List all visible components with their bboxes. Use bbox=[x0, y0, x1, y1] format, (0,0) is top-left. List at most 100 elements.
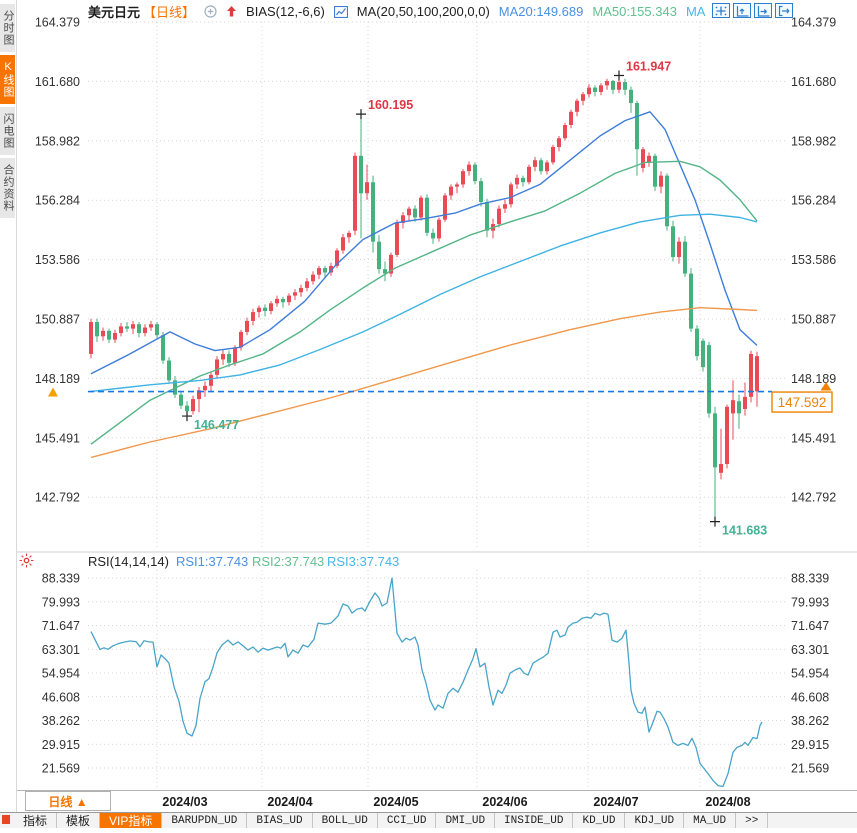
candle bbox=[455, 182, 459, 194]
rsi-tick-label: 21.569 bbox=[791, 762, 829, 776]
candle bbox=[497, 205, 501, 228]
ma200-line bbox=[90, 307, 758, 459]
x-axis-zoom-icon[interactable] bbox=[754, 3, 772, 18]
period-selector[interactable]: 日线 ▲ bbox=[25, 791, 111, 811]
candle bbox=[731, 380, 735, 440]
month-label: 2024/04 bbox=[267, 795, 312, 809]
toolbar-tab-kd-ud[interactable]: KD_UD bbox=[573, 813, 626, 828]
rsi-indicator-label[interactable]: RSI(14,14,14) bbox=[88, 554, 169, 569]
candle bbox=[407, 206, 411, 221]
toolbar-tab-more[interactable]: >> bbox=[736, 813, 769, 828]
candle bbox=[89, 318, 93, 359]
chart-tool-buttons bbox=[712, 3, 793, 18]
corner-square-icon[interactable] bbox=[2, 815, 10, 824]
pan-exit-icon[interactable] bbox=[775, 3, 793, 18]
red-sun-icon[interactable] bbox=[19, 553, 34, 573]
toolbar-tab-cci-ud[interactable]: CCI_UD bbox=[378, 813, 437, 828]
toolbar-tab-kdj-ud[interactable]: KDJ_UD bbox=[625, 813, 685, 828]
annotation-text: 160.195 bbox=[368, 98, 413, 112]
price-tick-label: 153.586 bbox=[35, 253, 80, 267]
candle bbox=[119, 323, 123, 337]
price-tick-label: 161.680 bbox=[35, 75, 80, 89]
bias-indicator-label[interactable]: BIAS(12,-6,6) bbox=[246, 4, 325, 19]
ma-indicator-label[interactable]: MA(20,50,100,200,0,0) bbox=[356, 4, 490, 19]
y-axis-zoom-icon[interactable] bbox=[733, 3, 751, 18]
month-label: 2024/08 bbox=[705, 795, 750, 809]
candle bbox=[443, 193, 447, 222]
sidebar-tab-contract-info[interactable]: 合约资料 bbox=[0, 158, 15, 218]
candle bbox=[671, 220, 675, 262]
candle bbox=[653, 153, 657, 192]
candle bbox=[737, 394, 741, 429]
left-tab-strip: 分时图 K线图 闪电图 合约资料 bbox=[0, 0, 17, 828]
grid-layer: 164.379 164.379 161.680 161.680 158.982 158.9… bbox=[35, 16, 836, 788]
candle bbox=[749, 350, 753, 403]
rsi-tick-label: 63.301 bbox=[42, 643, 80, 657]
rsi-tick-label: 46.608 bbox=[42, 690, 80, 704]
sidebar-tab-timeshare[interactable]: 分时图 bbox=[0, 4, 15, 52]
candle bbox=[647, 152, 651, 167]
candle bbox=[755, 351, 759, 407]
month-label: 2024/03 bbox=[162, 795, 207, 809]
candle bbox=[551, 144, 555, 165]
price-tick-label: 164.379 bbox=[35, 16, 80, 30]
candle bbox=[611, 79, 615, 95]
circle-plus-icon[interactable] bbox=[204, 5, 217, 18]
cross-marker-icon bbox=[182, 411, 192, 422]
candle bbox=[125, 322, 129, 332]
candle bbox=[701, 338, 705, 372]
toolbar-tab-bias-ud[interactable]: BIAS_UD bbox=[247, 813, 313, 828]
toolbar-tab-vip-indicator[interactable]: VIP指标 bbox=[100, 813, 163, 828]
sidebar-tab-kline[interactable]: K线图 bbox=[0, 55, 15, 104]
toolbar-tab-indicator[interactable]: 指标 bbox=[14, 813, 58, 828]
candle bbox=[371, 175, 375, 253]
candle bbox=[293, 288, 297, 301]
price-pin-icon bbox=[820, 382, 832, 391]
candle bbox=[305, 277, 309, 292]
candle bbox=[419, 195, 423, 221]
toolbar-tab-template[interactable]: 模板 bbox=[57, 813, 101, 828]
candle bbox=[527, 164, 531, 185]
candle bbox=[365, 164, 369, 200]
candle bbox=[179, 391, 183, 409]
candle bbox=[683, 236, 687, 277]
candle bbox=[545, 160, 549, 175]
ma50-line bbox=[90, 160, 758, 445]
price-tick-label: 145.491 bbox=[35, 431, 80, 445]
candle bbox=[725, 404, 729, 469]
candle bbox=[95, 318, 99, 342]
candle bbox=[323, 265, 327, 277]
candle bbox=[329, 262, 333, 276]
rsi-tick-label: 88.339 bbox=[42, 572, 80, 586]
sidebar-tab-flash[interactable]: 闪电图 bbox=[0, 107, 15, 155]
toolbar-tab-barupdn-ud[interactable]: BARUPDN_UD bbox=[162, 813, 248, 828]
candle bbox=[251, 308, 255, 326]
candle bbox=[275, 295, 279, 307]
price-annotation: 146.477 bbox=[182, 411, 239, 432]
rsi2-value: RSI2:37.743 bbox=[252, 554, 325, 569]
candle bbox=[515, 174, 519, 189]
toolbar-tab-boll-ud[interactable]: BOLL_UD bbox=[313, 813, 378, 828]
rsi3-value: RSI3:37.743 bbox=[327, 554, 400, 569]
candle bbox=[689, 268, 693, 332]
crosshair-icon[interactable] bbox=[712, 3, 730, 18]
price-tick-label: 158.982 bbox=[791, 134, 836, 148]
price-tick-label: 153.586 bbox=[791, 253, 836, 267]
price-annotation: 160.195 bbox=[356, 98, 413, 120]
indicator-toolbar: 指标 模板 VIP指标 BARUPDN_UD BIAS_UD BOLL_UD C… bbox=[0, 812, 857, 828]
candle bbox=[533, 156, 537, 172]
month-label: 2024/06 bbox=[482, 795, 527, 809]
candle bbox=[695, 325, 699, 361]
candle bbox=[401, 211, 405, 229]
candle bbox=[395, 219, 399, 258]
toolbar-tab-ma-ud[interactable]: MA_UD bbox=[684, 813, 737, 828]
candle bbox=[467, 161, 471, 176]
toolbar-tab-inside-ud[interactable]: INSIDE_UD bbox=[495, 813, 574, 828]
toolbar-tab-dmi-ud[interactable]: DMI_UD bbox=[436, 813, 496, 828]
candle bbox=[719, 428, 723, 480]
candle bbox=[659, 171, 663, 194]
candle bbox=[587, 84, 591, 98]
candle bbox=[509, 182, 513, 208]
candle bbox=[101, 327, 105, 341]
